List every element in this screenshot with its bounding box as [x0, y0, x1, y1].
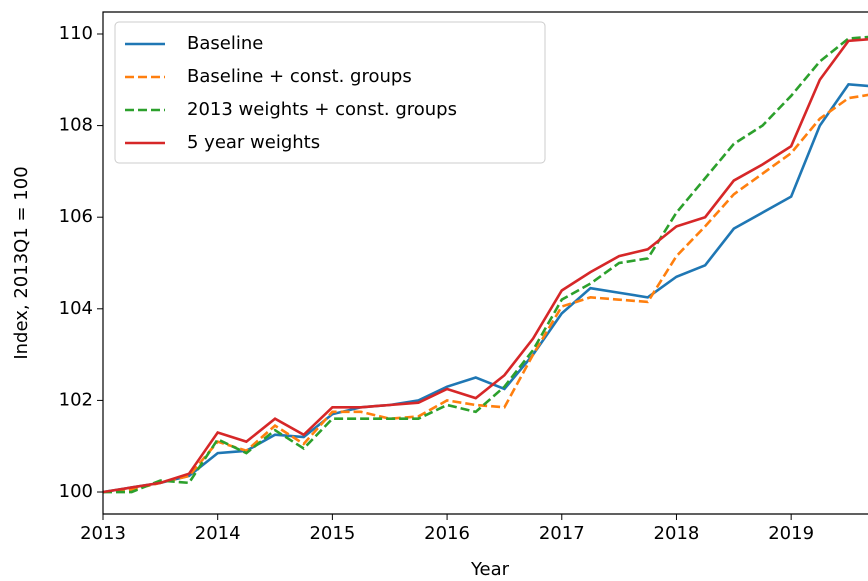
y-axis-label: Index, 2013Q1 = 100	[11, 166, 32, 359]
legend-label: 2013 weights + const. groups	[187, 99, 457, 120]
x-tick-label: 2019	[768, 523, 814, 544]
y-tick-label: 100	[59, 481, 93, 502]
legend-label: Baseline	[187, 33, 263, 54]
y-tick-label: 110	[59, 23, 93, 44]
x-tick-label: 2013	[80, 523, 126, 544]
x-tick-label: 2017	[539, 523, 585, 544]
x-tick-label: 2018	[654, 523, 700, 544]
legend-label: 5 year weights	[187, 132, 320, 153]
legend-label: Baseline + const. groups	[187, 66, 412, 87]
x-tick-label: 2014	[195, 523, 241, 544]
x-tick-label: 2015	[309, 523, 355, 544]
x-axis-label: Year	[470, 559, 510, 580]
y-tick-label: 102	[59, 389, 93, 410]
series-line	[103, 35, 868, 494]
axes-frame	[102, 11, 868, 515]
plot-area	[103, 35, 868, 494]
legend-box	[114, 21, 546, 164]
x-tick-label: 2016	[424, 523, 470, 544]
y-tick-label: 108	[59, 115, 93, 136]
y-tick-label: 106	[59, 206, 93, 227]
y-tick-label: 104	[59, 298, 93, 319]
series-line	[103, 83, 868, 494]
series-line	[103, 37, 868, 494]
